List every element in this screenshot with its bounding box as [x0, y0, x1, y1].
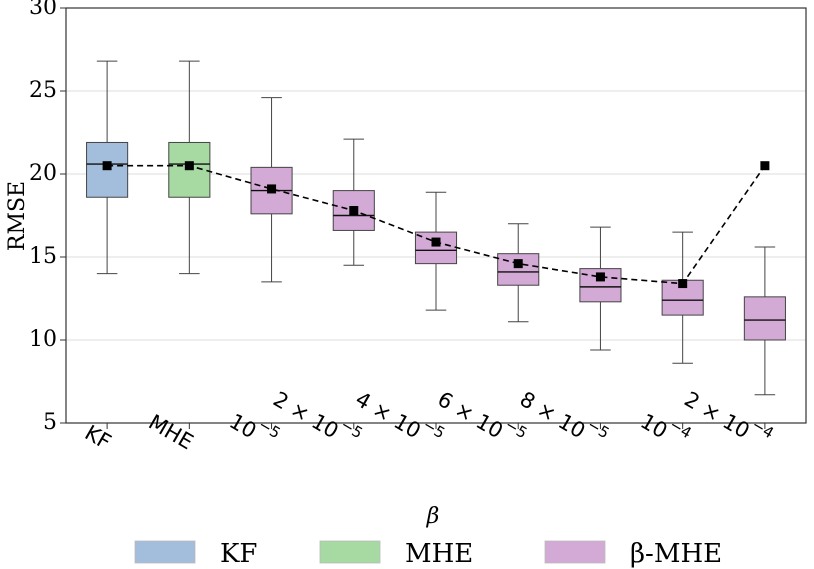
legend-swatch [134, 540, 196, 564]
y-tick-label: 5 [43, 410, 57, 435]
x-tick-label: MHE [144, 410, 197, 454]
box-6 [579, 226, 622, 351]
box-iqr [743, 296, 786, 341]
x-tick-label: KF [81, 421, 115, 455]
box-iqr [497, 253, 540, 286]
box-7 [661, 231, 704, 364]
mean-marker [760, 161, 770, 171]
y-tick-label: 30 [29, 0, 57, 20]
legend-label: MHE [405, 539, 473, 569]
box-4 [414, 191, 458, 311]
mean-marker [349, 206, 359, 216]
x-tick-label: 2 × 10−5 [269, 380, 366, 454]
legend-swatch [544, 540, 606, 564]
x-tick-label: 8 × 10−5 [516, 380, 613, 454]
legend-item-2: β-MHE [544, 539, 722, 569]
mean-marker [184, 161, 194, 171]
mean-markers [102, 161, 770, 289]
y-axis-title: RMSE [5, 181, 30, 251]
box-3 [332, 138, 375, 266]
y-tick-label: 20 [29, 161, 57, 186]
x-tick-label: 2 × 10−4 [680, 380, 777, 454]
x-axis-title: β [426, 504, 440, 529]
y-axis: 5 10 15 20 25 30 [29, 0, 66, 435]
boxes [86, 60, 786, 396]
mean-marker [267, 184, 277, 194]
box-8 [743, 246, 786, 396]
x-tick-label: 4 × 10−5 [351, 380, 448, 454]
mean-marker [513, 259, 523, 269]
y-tick-label: 25 [29, 78, 57, 103]
legend-label: β-MHE [630, 539, 722, 569]
legend-label: KF [220, 539, 257, 569]
x-tick-label: 6 × 10−5 [433, 380, 530, 454]
x-axis: KF MHE 10−52 × 10−54 × 10−56 × 10−58 × 10−… [81, 380, 777, 455]
box-5 [497, 223, 540, 323]
mean-marker [678, 279, 688, 289]
legend: KF MHE β-MHE [134, 539, 722, 569]
legend-item-0: KF [134, 539, 257, 569]
y-tick-label: 15 [29, 244, 57, 269]
legend-swatch [319, 540, 381, 564]
y-tick-label: 10 [29, 327, 57, 352]
mean-marker [431, 237, 441, 247]
legend-item-1: MHE [319, 539, 473, 569]
mean-marker [595, 272, 605, 282]
mean-marker [102, 161, 112, 171]
